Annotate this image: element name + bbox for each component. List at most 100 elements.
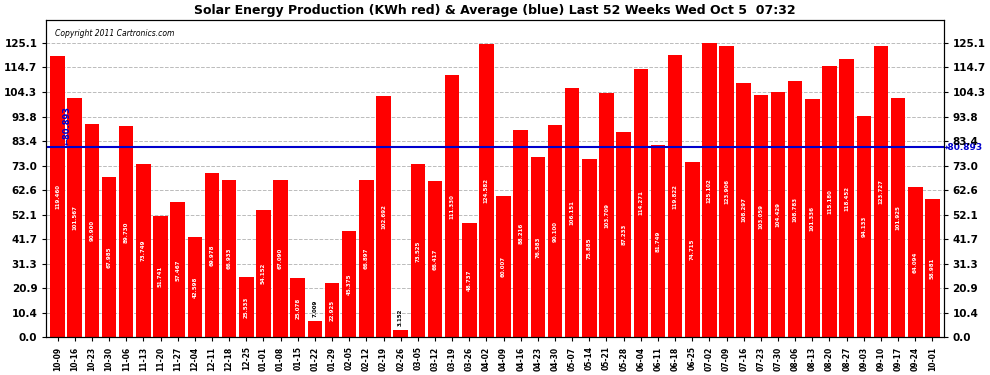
Bar bbox=[514, 130, 528, 338]
Text: 123.906: 123.906 bbox=[724, 179, 729, 204]
Bar bbox=[67, 98, 82, 338]
Text: 74.715: 74.715 bbox=[690, 239, 695, 260]
Text: 87.233: 87.233 bbox=[621, 224, 626, 246]
Bar bbox=[617, 132, 631, 338]
Text: 123.727: 123.727 bbox=[878, 179, 883, 204]
Bar bbox=[720, 46, 734, 338]
Bar bbox=[873, 46, 888, 338]
Text: 101.567: 101.567 bbox=[72, 206, 77, 230]
Text: 125.102: 125.102 bbox=[707, 178, 712, 203]
Text: 102.692: 102.692 bbox=[381, 204, 386, 229]
Bar bbox=[325, 284, 340, 338]
Text: 66.417: 66.417 bbox=[433, 249, 438, 270]
Text: 48.737: 48.737 bbox=[466, 269, 472, 291]
Text: 7.009: 7.009 bbox=[313, 300, 318, 317]
Text: 90.100: 90.100 bbox=[552, 221, 557, 242]
Bar bbox=[187, 237, 202, 338]
Bar bbox=[668, 56, 682, 338]
Text: 22.925: 22.925 bbox=[330, 300, 335, 321]
Bar bbox=[856, 116, 871, 338]
Bar bbox=[342, 231, 356, 338]
Text: 66.897: 66.897 bbox=[364, 248, 369, 270]
Text: 88.216: 88.216 bbox=[518, 223, 524, 244]
Text: 45.375: 45.375 bbox=[346, 273, 351, 295]
Text: 67.985: 67.985 bbox=[107, 247, 112, 268]
Text: 81.749: 81.749 bbox=[655, 231, 660, 252]
Bar bbox=[840, 58, 854, 338]
Text: Copyright 2011 Cartronics.com: Copyright 2011 Cartronics.com bbox=[55, 29, 175, 38]
Text: 111.330: 111.330 bbox=[449, 194, 454, 219]
Bar bbox=[582, 159, 597, 338]
Bar bbox=[908, 187, 923, 338]
Bar bbox=[205, 173, 219, 338]
Text: 101.336: 101.336 bbox=[810, 206, 815, 231]
Text: 64.094: 64.094 bbox=[913, 251, 918, 273]
Title: Solar Energy Production (KWh red) & Average (blue) Last 52 Weeks Wed Oct 5  07:3: Solar Energy Production (KWh red) & Aver… bbox=[194, 4, 796, 17]
Bar bbox=[565, 88, 579, 338]
Text: 66.933: 66.933 bbox=[227, 248, 232, 269]
Bar bbox=[531, 157, 545, 338]
Text: 119.460: 119.460 bbox=[55, 184, 60, 209]
Bar bbox=[428, 181, 443, 338]
Text: 54.152: 54.152 bbox=[261, 263, 266, 284]
Text: 51.741: 51.741 bbox=[158, 266, 163, 287]
Bar bbox=[445, 75, 459, 338]
Text: 90.900: 90.900 bbox=[89, 220, 94, 241]
Bar bbox=[599, 93, 614, 338]
Text: 60.007: 60.007 bbox=[501, 256, 506, 278]
Text: 57.467: 57.467 bbox=[175, 259, 180, 280]
Bar bbox=[547, 125, 562, 338]
Text: 58.981: 58.981 bbox=[930, 257, 935, 279]
Bar bbox=[170, 202, 185, 338]
Text: 108.783: 108.783 bbox=[793, 197, 798, 222]
Text: 118.452: 118.452 bbox=[844, 186, 849, 210]
Bar bbox=[823, 66, 837, 338]
Bar bbox=[771, 92, 785, 338]
Bar bbox=[411, 164, 425, 338]
Bar bbox=[153, 216, 167, 338]
Text: 89.730: 89.730 bbox=[124, 221, 129, 243]
Bar bbox=[788, 81, 803, 338]
Text: 73.749: 73.749 bbox=[141, 240, 146, 261]
Bar bbox=[136, 164, 150, 338]
Text: 76.583: 76.583 bbox=[536, 237, 541, 258]
Text: 42.598: 42.598 bbox=[192, 277, 197, 298]
Text: 106.151: 106.151 bbox=[569, 200, 574, 225]
Text: 101.925: 101.925 bbox=[896, 205, 901, 230]
Text: 75.885: 75.885 bbox=[587, 237, 592, 259]
Text: →80.893: →80.893 bbox=[940, 142, 983, 152]
Bar bbox=[685, 162, 700, 338]
Text: 67.090: 67.090 bbox=[278, 248, 283, 269]
Text: 124.582: 124.582 bbox=[484, 178, 489, 203]
Text: 25.533: 25.533 bbox=[244, 297, 248, 318]
Bar bbox=[496, 196, 511, 338]
Text: 104.429: 104.429 bbox=[775, 202, 780, 227]
Bar bbox=[702, 43, 717, 338]
Text: 103.059: 103.059 bbox=[758, 204, 763, 229]
Bar bbox=[119, 126, 134, 338]
Text: 108.297: 108.297 bbox=[742, 198, 746, 222]
Bar bbox=[222, 180, 237, 338]
Bar bbox=[650, 145, 665, 338]
Text: ←80.893: ←80.893 bbox=[62, 106, 71, 145]
Bar bbox=[925, 199, 940, 338]
Bar bbox=[239, 278, 253, 338]
Text: 94.133: 94.133 bbox=[861, 216, 866, 237]
Text: 3.152: 3.152 bbox=[398, 309, 403, 327]
Bar bbox=[290, 278, 305, 338]
Text: 114.271: 114.271 bbox=[639, 190, 644, 215]
Bar bbox=[273, 180, 288, 338]
Bar bbox=[634, 69, 648, 338]
Bar bbox=[256, 210, 270, 338]
Bar bbox=[308, 321, 322, 338]
Text: 69.978: 69.978 bbox=[210, 244, 215, 266]
Bar bbox=[462, 223, 476, 338]
Bar bbox=[102, 177, 117, 338]
Text: 25.078: 25.078 bbox=[295, 297, 300, 318]
Bar bbox=[359, 180, 373, 338]
Bar bbox=[479, 44, 494, 338]
Bar bbox=[50, 56, 65, 338]
Bar bbox=[376, 96, 391, 338]
Bar bbox=[393, 330, 408, 338]
Text: 119.822: 119.822 bbox=[672, 184, 677, 209]
